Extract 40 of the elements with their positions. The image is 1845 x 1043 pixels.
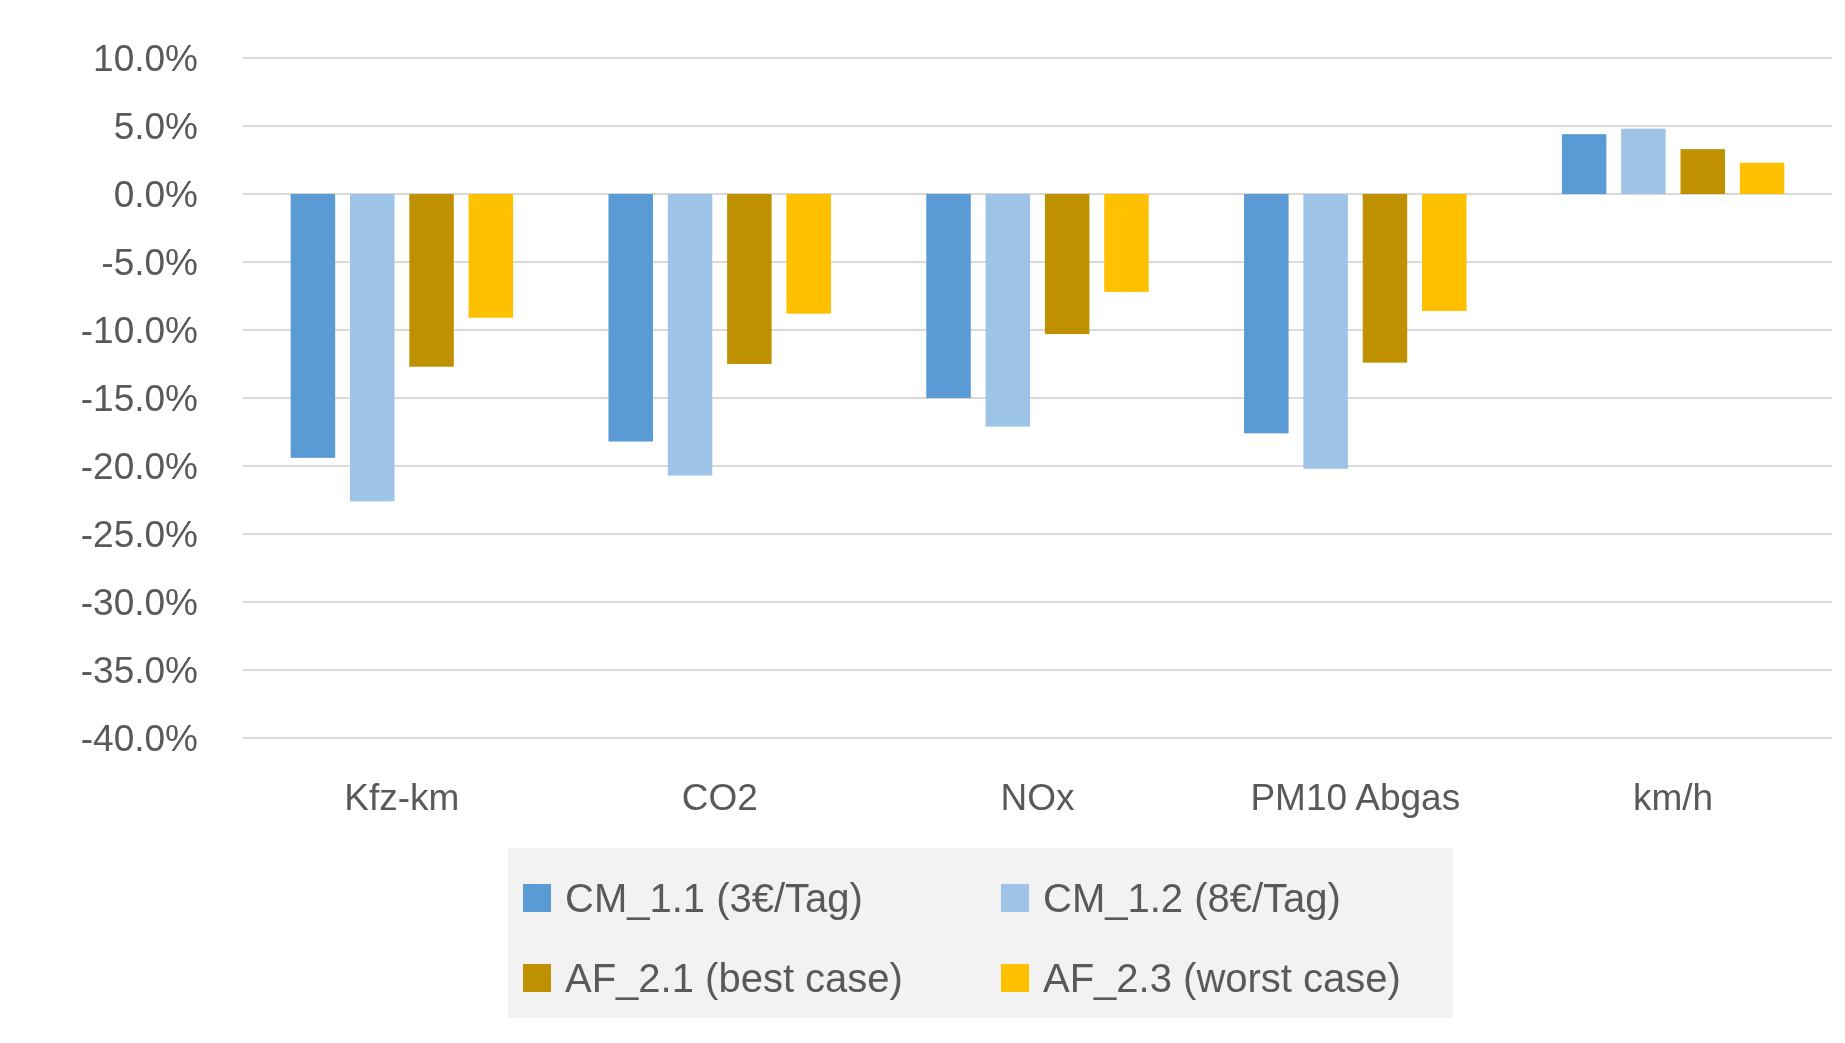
bar [349,194,395,502]
y-tick-label: -25.0% [80,513,198,555]
bar [1739,162,1785,194]
y-tick-label: -40.0% [80,717,198,759]
legend-label: AF_2.1 (best case) [565,956,903,1000]
bar [1680,149,1726,194]
y-tick-label: -20.0% [80,445,198,487]
bar [608,194,653,442]
y-tick-label: 5.0% [113,105,198,147]
x-tick-label: Kfz-km [344,777,460,818]
bar [409,194,454,367]
bar [786,194,831,314]
bar [727,194,772,364]
y-tick-label: 10.0% [93,37,198,79]
y-tick-label: 0.0% [113,173,198,215]
bar [1244,194,1289,434]
legend-label: AF_2.3 (worst case) [1043,956,1401,1000]
x-tick-label: PM10 Abgas [1250,777,1461,818]
legend-label: CM_1.2 (8€/Tag) [1043,876,1341,920]
y-tick-label: -30.0% [80,581,198,623]
y-tick-label: -35.0% [80,649,198,691]
bar [1621,128,1666,194]
bar [1104,194,1149,292]
bar [926,194,971,398]
y-tick-label: -5.0% [101,241,198,283]
bar [1561,134,1607,194]
x-tick-label: NOx [1000,777,1075,818]
bar [1422,194,1467,311]
x-tick-label: km/h [1633,777,1714,818]
y-tick-label: -10.0% [80,309,198,351]
y-tick-label: -15.0% [80,377,198,419]
bar [468,194,514,318]
bar [1044,194,1090,335]
bar [1362,194,1408,363]
bar [1303,194,1348,469]
bar [985,194,1031,427]
x-tick-label: CO2 [681,777,758,818]
bar [667,194,713,476]
bar [290,194,336,458]
legend-label: CM_1.1 (3€/Tag) [565,876,863,920]
